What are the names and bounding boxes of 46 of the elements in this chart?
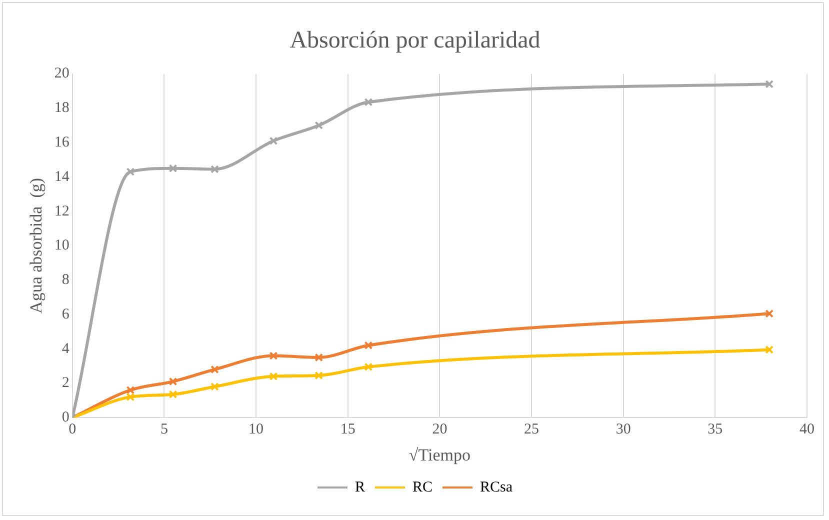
y-tick-label: 4: [62, 340, 70, 357]
y-tick-label: 16: [54, 134, 70, 150]
point: [314, 353, 324, 362]
x-tick-label: 15: [340, 422, 356, 438]
point: [168, 390, 178, 399]
point: [765, 346, 774, 354]
x-tick-label: 40: [800, 422, 814, 438]
y-tick-label: 2: [62, 375, 70, 392]
point: [210, 382, 219, 391]
x-tick-label: 30: [616, 422, 631, 438]
point: [168, 377, 178, 386]
point: [269, 352, 278, 360]
point: [269, 136, 278, 146]
x-tick-label: 35: [708, 422, 723, 438]
point: [314, 371, 324, 380]
x-tick-label: 10: [248, 422, 264, 438]
point: [364, 362, 373, 372]
point: [765, 80, 774, 88]
point: [126, 392, 135, 402]
x-axis-title: √Tiempo: [408, 445, 471, 464]
point: [269, 372, 278, 381]
point: [168, 164, 178, 173]
y-tick-label: 12: [54, 203, 70, 220]
point: [126, 168, 135, 176]
y-axis-title: Agua absorbida (g): [26, 178, 46, 314]
y-tick-label: 8: [62, 272, 70, 288]
x-tick-label: 5: [160, 422, 168, 438]
point: [210, 365, 219, 374]
y-tick-label: 14: [54, 168, 70, 185]
y-tick-label: 10: [54, 238, 70, 254]
chart-title: Absorción por capilaridad: [290, 28, 540, 54]
legend-label: RCsa: [480, 479, 513, 496]
point: [314, 121, 324, 130]
point: [210, 165, 219, 174]
y-tick-label: 6: [62, 306, 70, 322]
point: [364, 341, 373, 350]
point: [126, 386, 135, 394]
y-tick-label: 20: [54, 66, 70, 82]
x-tick-label: 25: [524, 422, 540, 438]
y-tick-label: 0: [62, 410, 70, 426]
x-tick-label: 20: [432, 422, 448, 438]
legend-label: R: [354, 479, 366, 496]
legend-label: RC: [412, 479, 433, 496]
point: [364, 98, 373, 106]
y-tick-label: 18: [54, 100, 70, 116]
point: [765, 309, 774, 318]
